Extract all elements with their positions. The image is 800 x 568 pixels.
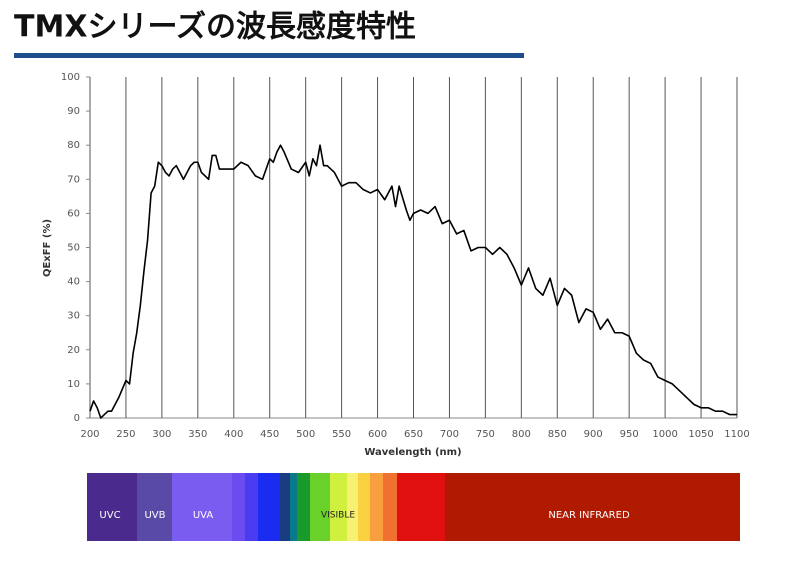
band-near-infrared — [445, 473, 740, 541]
visible-strip — [383, 473, 397, 541]
visible-strip — [290, 473, 297, 541]
visible-strip — [330, 473, 347, 541]
visible-strip — [397, 473, 445, 541]
y-tick-label: 70 — [67, 174, 80, 185]
spectrum-bar: UVC UVB UVA VISIBLE NEAR INFRARED — [87, 473, 740, 541]
qe-line — [89, 144, 737, 419]
y-tick-label: 60 — [67, 208, 80, 219]
x-tick-label: 450 — [260, 429, 279, 440]
band-label: VISIBLE — [321, 511, 355, 521]
visible-strip — [258, 473, 280, 541]
chart-title: TMXシリーズの波長感度特性 — [14, 10, 416, 45]
y-tick-label: 10 — [67, 379, 80, 390]
band-uvc — [87, 473, 137, 541]
y-tick-label: 90 — [67, 106, 80, 117]
band-label: UVA — [193, 510, 214, 521]
visible-strip — [347, 473, 358, 541]
y-tick-label: 0 — [74, 413, 80, 424]
y-axis-label: QExFF (%) — [42, 219, 53, 277]
visible-strip — [232, 473, 245, 541]
visible-strip — [245, 473, 258, 541]
x-axis-label: Wavelength (nm) — [364, 447, 461, 458]
y-tick-label: 30 — [67, 311, 80, 322]
x-tick-label: 950 — [620, 429, 639, 440]
x-tick-label: 250 — [116, 429, 135, 440]
y-tick-label: 50 — [67, 243, 80, 254]
visible-strip — [310, 473, 330, 541]
visible-strip — [280, 473, 290, 541]
band-label: UVC — [99, 510, 120, 521]
band-uvb — [137, 473, 172, 541]
y-tick-label: 40 — [67, 277, 80, 288]
x-tick-label: 600 — [368, 429, 387, 440]
visible-strip — [370, 473, 383, 541]
x-tick-label: 1050 — [688, 429, 713, 440]
visible-strip — [297, 473, 310, 541]
x-tick-label: 200 — [80, 429, 99, 440]
band-label: UVB — [144, 510, 165, 521]
x-tick-label: 350 — [188, 429, 207, 440]
x-tick-label: 500 — [296, 429, 315, 440]
x-tick-label: 1100 — [724, 429, 749, 440]
y-tick-label: 80 — [67, 140, 80, 151]
x-tick-label: 700 — [440, 429, 459, 440]
visible-strip — [358, 473, 370, 541]
x-tick-label: 850 — [548, 429, 567, 440]
x-tick-label: 300 — [152, 429, 171, 440]
y-tick-label: 20 — [67, 345, 80, 356]
y-tick-label: 100 — [61, 72, 80, 83]
band-label: NEAR INFRARED — [548, 510, 630, 521]
x-tick-label: 400 — [224, 429, 243, 440]
band-uva — [172, 473, 232, 541]
title-underline — [14, 53, 524, 58]
x-tick-label: 650 — [404, 429, 423, 440]
x-tick-label: 800 — [512, 429, 531, 440]
x-tick-label: 550 — [332, 429, 351, 440]
x-tick-label: 1000 — [652, 429, 677, 440]
x-tick-label: 750 — [476, 429, 495, 440]
x-tick-label: 900 — [584, 429, 603, 440]
